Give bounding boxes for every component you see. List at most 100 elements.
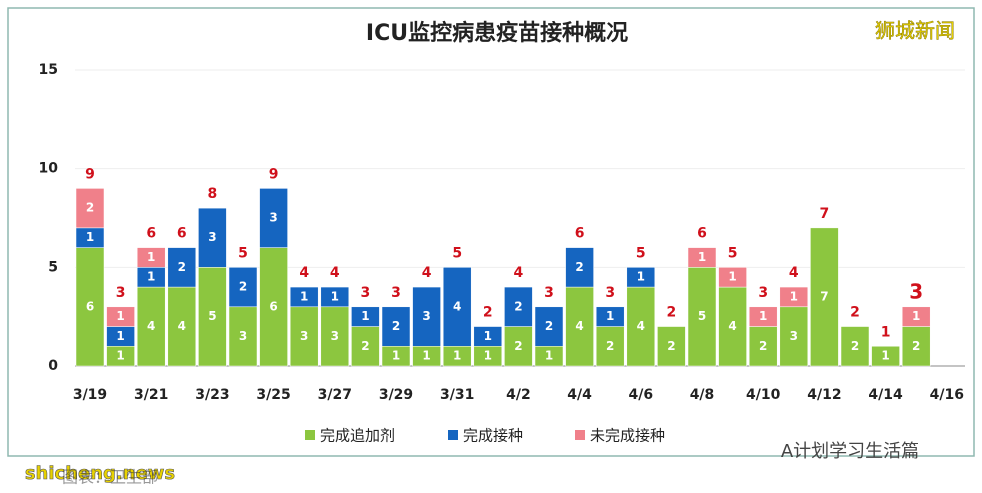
x-tick-label: 4/10 [746,387,781,403]
total-label: 4 [330,265,340,281]
segment-label: 1 [698,250,706,264]
bar-segment [259,247,288,367]
bar-segment [687,267,717,367]
segment-label: 4 [637,319,645,333]
bar-segment [320,306,350,367]
bar-segment [504,326,533,367]
x-tick-label: 4/12 [807,387,841,403]
bar-segment [75,188,105,229]
bar-segment [748,326,778,367]
segment-label: 6 [269,299,277,313]
segment-label: 2 [545,319,553,333]
segment-label: 1 [637,270,645,284]
segment-label: 2 [667,339,675,353]
bar-segment [75,247,105,367]
bar-segment [687,247,717,268]
bar-segment [351,326,380,367]
total-label: 9 [269,166,279,182]
total-label: 9 [85,166,95,182]
bar-segment [136,286,166,367]
segment-label: 2 [514,339,522,353]
segment-label: 2 [514,299,522,313]
bar-segment [779,286,809,308]
segment-label: 1 [606,309,614,323]
bar-segment [228,267,258,308]
total-label: 3 [909,279,923,303]
watermark: A计划学习生活篇 [781,441,919,462]
bar-segment [167,286,197,367]
segment-label: 2 [178,260,186,274]
legend-swatch [575,430,585,440]
total-label: 3 [116,285,126,301]
y-tick-label: 5 [48,259,58,275]
bar-segment [289,306,319,367]
segment-label: 3 [269,211,277,225]
x-tick-label: 4/6 [628,387,653,403]
segment-label: 1 [300,289,308,303]
segment-label: 2 [86,201,94,215]
legend-label: 完成追加剂 [320,427,395,445]
total-label: 3 [361,285,371,301]
bar-segment [136,247,166,268]
x-tick-label: 3/27 [318,387,352,403]
bar-segment [442,267,472,347]
total-label: 8 [208,186,218,202]
segment-label: 1 [545,349,553,363]
bar-segment [167,247,197,288]
bar-segment [504,286,533,327]
total-label: 2 [483,305,493,321]
segment-label: 1 [147,250,155,264]
segment-label: 1 [790,289,798,303]
total-label: 6 [697,226,707,242]
segment-label: 4 [453,299,461,313]
total-label: 6 [575,226,585,242]
total-label: 5 [238,245,248,261]
total-label: 3 [605,285,615,301]
segment-label: 4 [575,319,583,333]
x-tick-label: 3/31 [440,387,474,403]
bar-segment [259,188,288,248]
segment-label: 1 [147,270,155,284]
bar-segment [779,306,809,367]
x-tick-label: 3/25 [256,387,290,403]
segment-label: 1 [912,309,920,323]
segment-label: 3 [790,329,798,343]
segment-label: 1 [484,349,492,363]
total-label: 5 [452,245,462,261]
segment-label: 2 [361,339,369,353]
bar-segment [320,286,350,308]
segment-label: 3 [300,329,308,343]
bar-segment [595,306,625,327]
segment-label: 1 [422,349,430,363]
bar-segment [626,267,656,288]
bar-segment [871,346,900,367]
bar-segment [228,306,258,367]
x-tick-label: 4/16 [930,387,964,403]
bar-segment [106,306,135,327]
segment-label: 2 [392,319,400,333]
bar-segment [534,306,564,347]
segment-label: 2 [912,339,920,353]
segment-label: 1 [116,349,124,363]
segment-label: 2 [239,280,247,294]
legend-label: 未完成接种 [590,427,665,445]
segment-label: 1 [881,349,889,363]
total-label: 5 [636,245,646,261]
bar-segment [901,306,931,327]
segment-label: 3 [422,309,430,323]
bar-segment [595,326,625,367]
total-label: 2 [667,305,677,321]
bar-segment [289,286,319,308]
segment-label: 2 [606,339,614,353]
legend-swatch [448,430,458,440]
segment-label: 1 [361,309,369,323]
segment-label: 1 [116,309,124,323]
bar-segment [901,326,931,367]
segment-label: 1 [331,289,339,303]
total-label: 4 [422,265,432,281]
segment-label: 2 [759,339,767,353]
bar-segment [198,207,227,268]
bar-segment [565,247,594,288]
total-label: 3 [758,285,768,301]
